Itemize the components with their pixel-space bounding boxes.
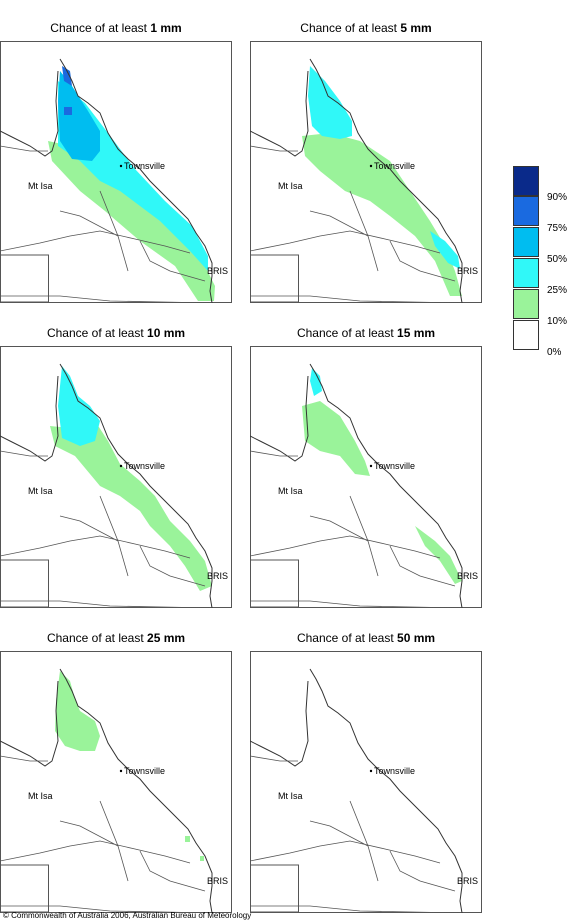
band-10-25 bbox=[302, 401, 370, 476]
coastline bbox=[309, 668, 463, 913]
bris-label: BRIS bbox=[457, 876, 478, 886]
band-10-25-spot bbox=[185, 836, 190, 842]
panel-title-25mm: Chance of at least 25 mm bbox=[46, 631, 186, 645]
panel-title-10mm: Chance of at least 10 mm bbox=[46, 326, 186, 340]
legend-label-90: 90% bbox=[547, 192, 568, 203]
map-50mm: Townsville Mt Isa BRIS bbox=[250, 651, 482, 913]
mt-isa-label: Mt Isa bbox=[278, 181, 303, 191]
map-15mm-svg: Townsville Mt Isa BRIS bbox=[250, 346, 482, 608]
band-10-25 bbox=[302, 133, 462, 296]
band-25-50 bbox=[58, 366, 100, 446]
mt-isa-label: Mt Isa bbox=[28, 486, 53, 496]
band-10-25-south bbox=[415, 526, 462, 584]
gulf-coast bbox=[0, 70, 59, 157]
panel-title-15mm: Chance of at least 15 mm bbox=[296, 326, 436, 340]
legend-swatch-10 bbox=[513, 289, 539, 319]
townsville-dot bbox=[369, 464, 373, 468]
townsville-label: Townsville bbox=[124, 161, 165, 171]
map-1mm-svg: Townsville Mt Isa BRIS bbox=[0, 41, 232, 303]
legend-swatch-90 bbox=[513, 166, 539, 196]
inset-box bbox=[0, 864, 49, 913]
townsville-label: Townsville bbox=[374, 161, 415, 171]
state-borders bbox=[0, 145, 213, 303]
gulf-coast bbox=[250, 70, 309, 157]
inset-box bbox=[0, 559, 49, 608]
map-1mm: Townsville Mt Isa BRIS bbox=[0, 41, 232, 303]
townsville-dot bbox=[119, 464, 123, 468]
bris-label: BRIS bbox=[457, 266, 478, 276]
map-25mm-svg: Townsville Mt Isa BRIS bbox=[0, 651, 232, 913]
band-10-25 bbox=[48, 141, 215, 301]
band-10-25-spot-2 bbox=[200, 856, 204, 861]
townsville-label: Townsville bbox=[124, 766, 165, 776]
mt-isa-label: Mt Isa bbox=[28, 791, 53, 801]
band-10-25 bbox=[55, 671, 100, 751]
map-10mm-svg: Townsville Mt Isa BRIS bbox=[0, 346, 232, 608]
coastline bbox=[59, 58, 213, 303]
map-5mm-svg: Townsville Mt Isa BRIS bbox=[250, 41, 482, 303]
bris-label: BRIS bbox=[457, 571, 478, 581]
panel-title-5mm: Chance of at least 5 mm bbox=[300, 21, 432, 35]
townsville-dot bbox=[119, 769, 123, 773]
coastline bbox=[59, 363, 213, 608]
state-borders bbox=[250, 755, 463, 913]
map-25mm: Townsville Mt Isa BRIS bbox=[0, 651, 232, 913]
band-25-50 bbox=[308, 66, 352, 139]
legend-swatch-50 bbox=[513, 227, 539, 257]
band-50-75 bbox=[58, 71, 100, 161]
state-borders bbox=[0, 755, 213, 913]
townsville-label: Townsville bbox=[374, 461, 415, 471]
gulf-coast bbox=[250, 680, 309, 767]
band-75-90 bbox=[62, 66, 72, 86]
legend-label-0: 0% bbox=[547, 347, 562, 358]
state-borders bbox=[250, 450, 463, 608]
band-25-50-south bbox=[430, 231, 460, 269]
bris-label: BRIS bbox=[207, 266, 228, 276]
map-15mm: Townsville Mt Isa BRIS bbox=[250, 346, 482, 608]
bris-label: BRIS bbox=[207, 571, 228, 581]
band-10-25 bbox=[50, 421, 212, 591]
townsville-label: Townsville bbox=[374, 766, 415, 776]
legend-label-10: 10% bbox=[547, 316, 568, 327]
townsville-label: Townsville bbox=[124, 461, 165, 471]
legend-label-75: 75% bbox=[547, 223, 568, 234]
mt-isa-label: Mt Isa bbox=[278, 791, 303, 801]
map-10mm: Townsville Mt Isa BRIS bbox=[0, 346, 232, 608]
coastline bbox=[309, 363, 463, 608]
townsville-dot bbox=[369, 164, 373, 168]
copyright-notice: © Commonwealth of Australia 2006, Austra… bbox=[3, 911, 252, 920]
townsville-dot bbox=[369, 769, 373, 773]
inset-box bbox=[250, 864, 299, 913]
bris-label: BRIS bbox=[207, 876, 228, 886]
map-5mm: Townsville Mt Isa BRIS bbox=[250, 41, 482, 303]
legend-swatch-25 bbox=[513, 258, 539, 288]
inset-box bbox=[250, 559, 299, 608]
band-25-50 bbox=[310, 368, 322, 396]
legend-swatch-75 bbox=[513, 196, 539, 226]
state-borders bbox=[250, 145, 463, 303]
inset-box bbox=[0, 254, 49, 303]
inset-box bbox=[250, 254, 299, 303]
mt-isa-label: Mt Isa bbox=[278, 486, 303, 496]
gulf-coast bbox=[0, 680, 59, 767]
state-borders bbox=[0, 450, 213, 608]
panel-title-1mm: Chance of at least 1 mm bbox=[50, 21, 182, 35]
legend-label-50: 50% bbox=[547, 254, 568, 265]
gulf-coast bbox=[0, 375, 59, 462]
band-75-90-spot bbox=[64, 107, 72, 115]
panel-title-50mm: Chance of at least 50 mm bbox=[296, 631, 436, 645]
mt-isa-label: Mt Isa bbox=[28, 181, 53, 191]
map-50mm-svg: Townsville Mt Isa BRIS bbox=[250, 651, 482, 913]
legend-label-25: 25% bbox=[547, 285, 568, 296]
coastline bbox=[59, 668, 213, 913]
townsville-dot bbox=[119, 164, 123, 168]
coastline bbox=[309, 58, 463, 303]
gulf-coast bbox=[250, 375, 309, 462]
legend-swatch-0 bbox=[513, 320, 539, 350]
